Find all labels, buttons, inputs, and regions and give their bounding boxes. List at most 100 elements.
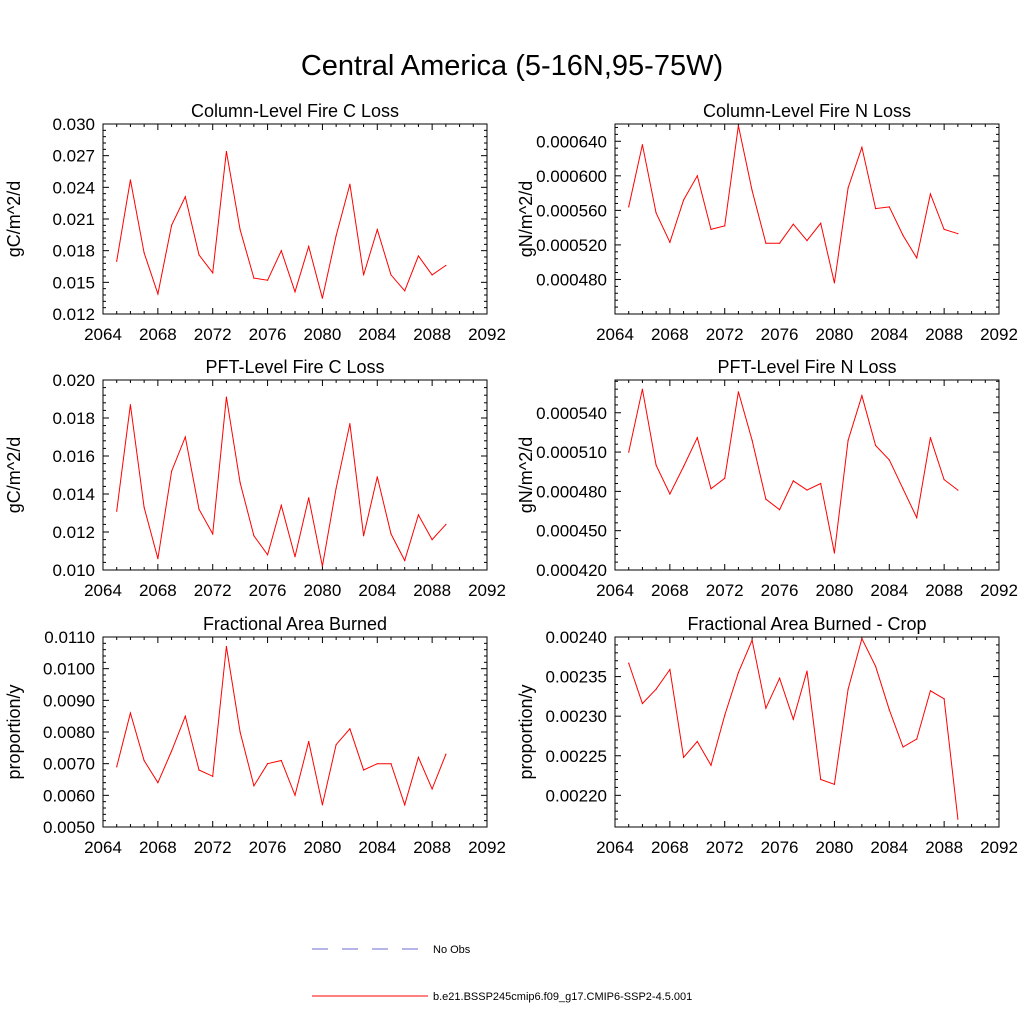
data-point <box>184 715 186 717</box>
data-point <box>833 282 836 284</box>
data-point <box>129 404 132 406</box>
data-point <box>710 228 712 230</box>
data-point <box>806 239 808 242</box>
data-point <box>157 782 159 784</box>
data-point <box>655 212 657 214</box>
data-point <box>212 272 214 274</box>
data-point <box>390 763 392 765</box>
data-point <box>129 179 132 181</box>
data-point <box>888 206 890 208</box>
y-tick-label: 0.027 <box>52 147 95 166</box>
panel-3: PFT-Level Fire C Loss gC/m^2/d 2064 2068 207… <box>4 357 506 600</box>
data-point <box>669 241 671 243</box>
data-point <box>902 488 904 490</box>
x-tick-label: 2080 <box>304 838 342 857</box>
data-point <box>710 488 712 490</box>
data-point <box>212 533 214 535</box>
y-axis-label: proportion/y <box>516 684 536 779</box>
data-point <box>916 257 918 259</box>
data-point <box>737 672 740 674</box>
data-point <box>874 444 877 447</box>
y-tick-label: 0.00235 <box>546 668 607 687</box>
y-tick-label: 0.00240 <box>546 628 607 647</box>
data-point <box>390 533 392 535</box>
y-axis-label: proportion/y <box>4 684 24 779</box>
data-point <box>239 482 241 484</box>
data-point <box>417 255 420 257</box>
data-point <box>820 482 822 485</box>
x-tick-label: 2084 <box>870 581 908 600</box>
data-point <box>751 639 753 641</box>
y-axis-label: gC/m^2/d <box>4 181 24 257</box>
data-point <box>335 235 337 237</box>
data-point <box>751 189 753 192</box>
data-point <box>724 225 726 227</box>
y-tick-label: 0.000600 <box>536 167 607 186</box>
data-point <box>929 437 932 439</box>
data-point <box>778 242 781 244</box>
x-tick-label: 2088 <box>413 838 451 857</box>
data-point <box>792 223 794 225</box>
x-tick-label: 2076 <box>761 838 799 857</box>
data-point <box>225 396 228 398</box>
data-point <box>806 489 808 491</box>
panel-1: Column-Level Fire C Loss gC/m^2/d 2064 2068… <box>4 101 506 344</box>
data-point <box>847 187 849 189</box>
data-point <box>170 750 173 752</box>
plot-frame <box>102 636 488 828</box>
x-tick-label: 2092 <box>468 581 506 600</box>
data-point <box>792 480 794 482</box>
panel-2: Column-Level Fire N Loss gN/m^2/d 2064 2068… <box>516 101 1018 344</box>
x-tick-label: 2068 <box>139 838 177 857</box>
data-point <box>157 293 159 295</box>
data-point <box>239 731 241 733</box>
data-point <box>116 766 118 768</box>
data-point <box>628 206 630 208</box>
legend: No Obs b.e21.BSSP245cmip6.f09_g17.CMIP6-… <box>312 944 692 1003</box>
data-point <box>294 291 296 293</box>
data-point <box>888 459 890 461</box>
data-point <box>874 208 877 210</box>
series-line-1 <box>116 397 447 567</box>
data-point <box>957 489 959 491</box>
data-point <box>806 670 808 672</box>
data-point <box>916 738 918 740</box>
panel-title: Fractional Area Burned <box>203 614 387 634</box>
y-axis-label: gC/m^2/d <box>4 437 24 513</box>
data-point <box>751 439 753 441</box>
y-tick-label: 0.030 <box>52 115 95 134</box>
data-point <box>737 125 740 127</box>
x-tick-label: 2076 <box>761 581 799 600</box>
data-point <box>820 778 822 781</box>
panel-4: PFT-Level Fire N Loss gN/m^2/d 2064 2068 207… <box>516 357 1018 600</box>
data-point <box>765 707 767 709</box>
data-point <box>321 565 324 567</box>
data-point <box>833 783 836 785</box>
data-point <box>431 274 433 276</box>
plot-frame <box>614 379 1000 571</box>
data-point <box>335 487 337 489</box>
x-tick-label: 2076 <box>249 838 287 857</box>
y-tick-label: 0.014 <box>52 485 95 504</box>
y-tick-label: 0.012 <box>52 523 95 542</box>
data-point <box>225 645 228 648</box>
y-tick-label: 0.0080 <box>43 723 95 742</box>
data-point <box>929 193 932 195</box>
data-point <box>916 516 918 519</box>
data-point <box>655 464 657 466</box>
panel-title: Column-Level Fire C Loss <box>191 101 399 121</box>
data-point <box>847 688 849 690</box>
x-tick-label: 2064 <box>596 838 634 857</box>
data-point <box>669 493 671 495</box>
data-point <box>861 146 863 148</box>
data-point <box>669 668 671 671</box>
x-tick-label: 2064 <box>84 581 122 600</box>
data-point <box>682 756 685 758</box>
data-point <box>349 728 351 730</box>
data-point <box>957 818 959 820</box>
x-tick-label: 2064 <box>84 838 122 857</box>
data-point <box>253 277 255 279</box>
data-point <box>184 196 186 198</box>
y-tick-label: 0.016 <box>52 447 95 466</box>
y-axis-label: gN/m^2/d <box>516 181 536 257</box>
